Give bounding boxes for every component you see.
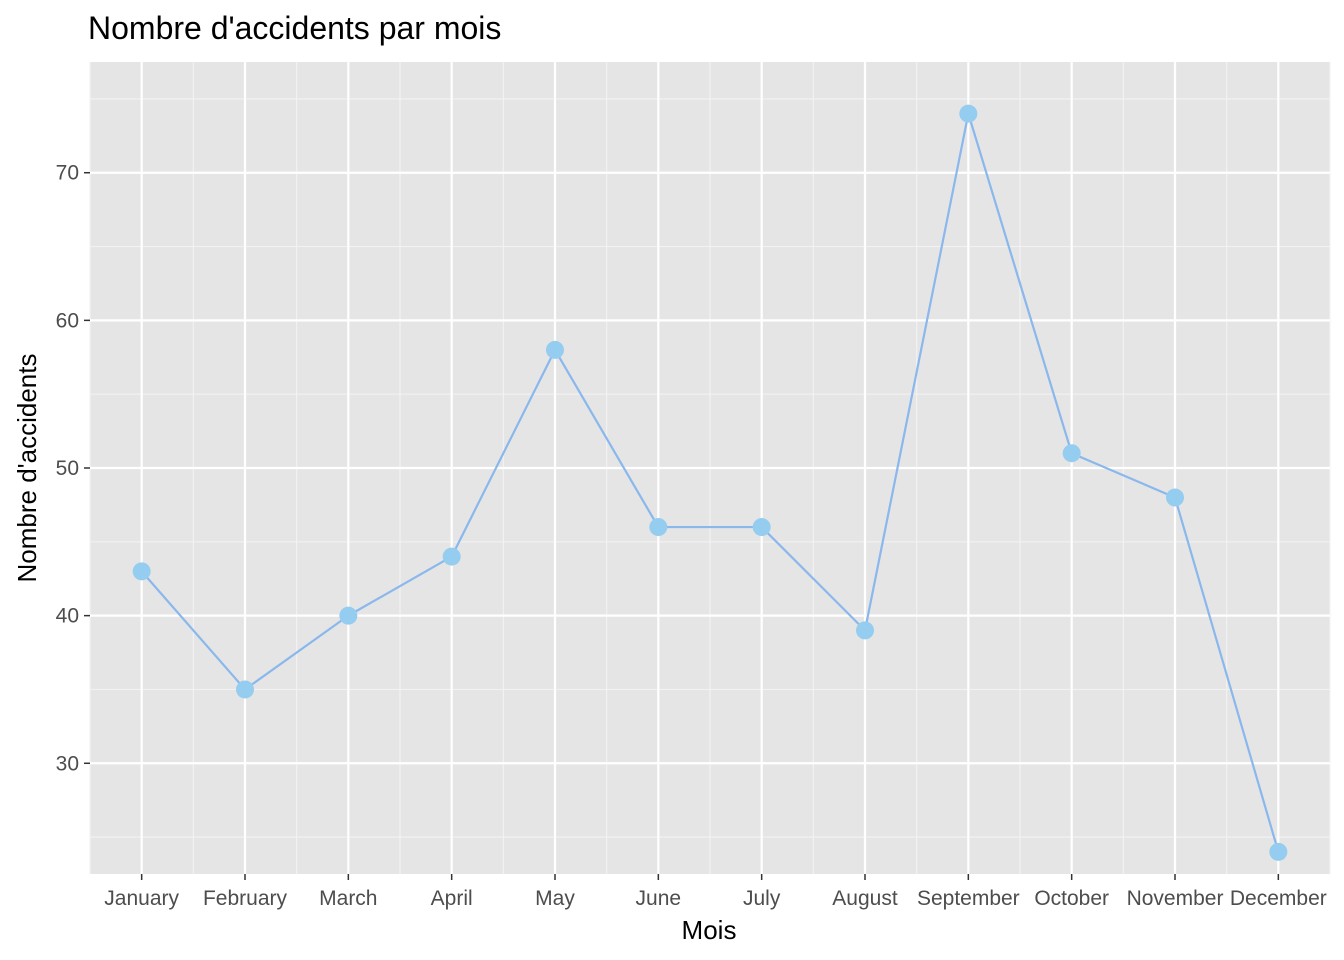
x-tick-label-july: July (743, 887, 781, 910)
chart-title: Nombre d'accidents par mois (88, 10, 501, 46)
x-tick-label-august: August (832, 887, 898, 910)
x-tick-label-february: February (203, 887, 288, 910)
y-axis: 30 40 50 60 70 (56, 162, 90, 775)
x-axis-title: Mois (682, 915, 737, 945)
x-tick-label-april: April (431, 887, 473, 910)
y-tick-label: 30 (56, 752, 79, 775)
x-tick-label-december: December (1230, 887, 1327, 910)
data-point-january (132, 562, 151, 581)
y-tick-label: 70 (56, 162, 79, 185)
data-point-december (1269, 842, 1288, 861)
x-tick-label-january: January (104, 887, 179, 910)
x-tick-label-march: March (319, 887, 377, 910)
y-tick-label: 40 (56, 605, 79, 628)
data-point-november (1166, 488, 1184, 507)
data-point-march (339, 606, 358, 625)
x-tick-label-may: May (535, 887, 575, 910)
x-tick-label-november: November (1127, 887, 1224, 910)
data-point-april (442, 547, 461, 566)
data-point-may (546, 340, 564, 359)
y-tick-label: 50 (56, 457, 79, 480)
data-point-august (856, 621, 874, 640)
data-point-february (236, 680, 254, 699)
x-axis: January February March April May June July Augu… (104, 874, 1327, 910)
data-points (132, 104, 1288, 861)
y-tick-label: 60 (56, 309, 79, 332)
x-tick-label-october: October (1034, 887, 1109, 910)
data-point-july (752, 518, 771, 537)
series-line-group (140, 112, 1280, 853)
major-gridlines (90, 62, 1330, 874)
x-tick-label-september: September (917, 887, 1020, 910)
data-point-september (959, 104, 978, 123)
y-axis-title: Nombre d'accidents (12, 354, 42, 583)
data-point-june (649, 518, 668, 537)
series-line (140, 112, 1280, 853)
x-tick-label-june: June (636, 887, 682, 910)
data-point-october (1062, 444, 1081, 463)
